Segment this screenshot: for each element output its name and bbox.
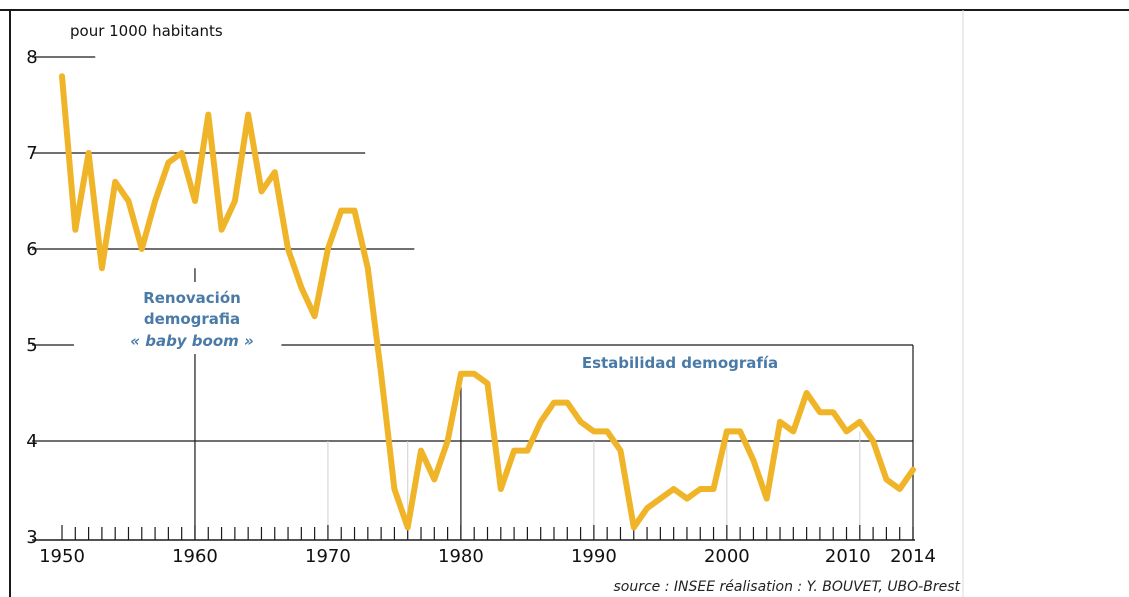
annotation-bg [112, 282, 277, 354]
y-tick-label: 4 [26, 431, 37, 452]
y-tick-label: 3 [26, 527, 37, 548]
annotation-estabilidad: Estabilidad demografía [582, 354, 778, 372]
annotation-demografia: demografia [144, 310, 240, 328]
x-tick-label: 2014 [890, 546, 936, 567]
annotation-renovacion: Renovación [143, 289, 241, 307]
x-tick-label: 2010 [825, 546, 871, 567]
y-tick-label: 5 [26, 335, 37, 356]
y-tick-label: 7 [26, 143, 37, 164]
x-tick-label: 1980 [438, 546, 484, 567]
x-tick-labels: 1950 1960 1970 1980 1990 2000 2010 2014 [39, 546, 936, 567]
x-tick-label: 1990 [571, 546, 617, 567]
x-tick-label: 2000 [704, 546, 750, 567]
series-line [59, 73, 916, 531]
y-tick-labels: 3 4 5 6 7 8 [26, 47, 37, 548]
y-tick-label: 6 [26, 239, 37, 260]
x-tick-label: 1950 [39, 546, 85, 567]
x-tick-label: 1970 [305, 546, 351, 567]
source-text: source : INSEE réalisation : Y. BOUVET, … [614, 579, 961, 595]
x-tick-label: 1960 [172, 546, 218, 567]
y-tick-label: 8 [26, 47, 37, 68]
x-minor-ticks [61, 525, 914, 540]
unit-label: pour 1000 habitants [70, 22, 223, 40]
annotation-baby-boom: « baby boom » [130, 332, 254, 350]
